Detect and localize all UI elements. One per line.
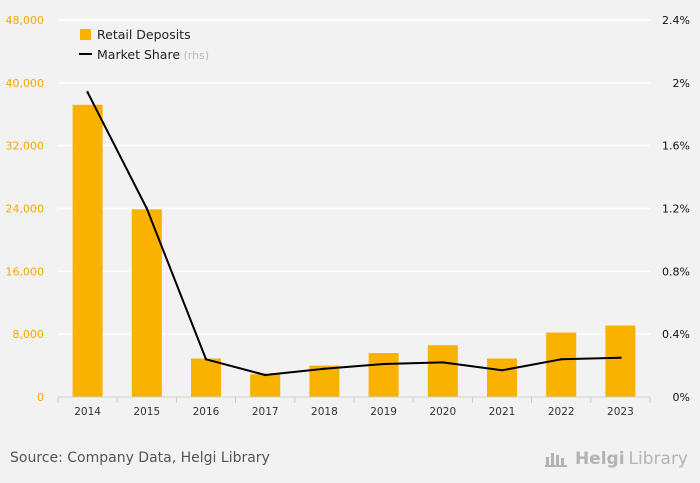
x-tick-label: 2019: [370, 406, 397, 418]
line-point-2017: [264, 373, 267, 377]
line-point-2014: [86, 91, 89, 94]
x-tick-label: 2018: [311, 406, 338, 418]
bar-2021: [487, 358, 517, 397]
helgi-library-icon: [544, 453, 567, 467]
x-axis: 2014 2015 2016 2017 2018 2019 2020 2021 2022 2023: [57, 396, 651, 418]
legend-swatch-retail-deposits: [80, 29, 91, 40]
y-left-tick-label: 0: [37, 391, 44, 404]
y-right-tick-label: 0.4%: [662, 328, 690, 341]
bar-2015: [131, 209, 162, 397]
line-point-2018: [323, 367, 326, 370]
x-tick-label: 2022: [548, 406, 575, 418]
line-point-2019: [382, 362, 385, 366]
bar-2017: [250, 374, 281, 397]
y-left-tick-label: 48,000: [6, 14, 45, 27]
bar-2023: [605, 325, 636, 397]
brand-logo: Helgi Library: [544, 449, 688, 469]
x-tick-label: 2015: [133, 406, 160, 418]
market-share-line: [86, 91, 622, 377]
y-right-tick-label: 2.4%: [662, 14, 690, 27]
x-tick-label: 2021: [489, 406, 516, 418]
bar-2016: [191, 358, 221, 397]
y-right-tick-label: 0.8%: [662, 265, 690, 278]
x-tick-label: 2014: [74, 406, 101, 418]
source-note: Source: Company Data, Helgi Library: [10, 450, 270, 466]
x-tick-label: 2016: [193, 406, 220, 418]
x-tick-label: 2020: [429, 406, 456, 418]
brand-main: Helgi: [574, 449, 625, 469]
bar-2014: [72, 104, 103, 397]
x-tick-label: 2017: [252, 406, 279, 418]
line-point-2023: [619, 356, 622, 359]
y-left-tick-label: 32,000: [6, 140, 45, 153]
bars: [72, 104, 636, 397]
y-left-tick-label: 40,000: [6, 77, 45, 90]
y-axis-left: 0 8,000 16,000 24,000 32,000 40,000 48,000: [6, 14, 45, 404]
y-right-tick-label: 0%: [673, 391, 690, 404]
line-point-2021: [500, 369, 504, 372]
y-axis-right: 0% 0.4% 0.8% 1.2% 1.6% 2% 2.4%: [662, 14, 690, 404]
y-left-tick-label: 24,000: [6, 203, 45, 216]
market-share-polyline: [86, 91, 621, 376]
x-tick-label: 2023: [607, 406, 634, 418]
y-right-tick-label: 1.6%: [662, 140, 690, 153]
line-point-2022: [560, 358, 563, 361]
bar-2020: [427, 345, 458, 397]
y-left-tick-label: 16,000: [6, 265, 45, 278]
bar-2022: [546, 332, 577, 397]
legend: Retail Deposits Market Share (rhs): [79, 27, 209, 62]
bar-2019: [368, 353, 399, 397]
legend-label-retail-deposits: Retail Deposits: [97, 27, 191, 42]
y-right-tick-label: 1.2%: [662, 203, 690, 216]
brand-sub: Library: [628, 449, 688, 469]
y-right-tick-label: 2%: [673, 77, 690, 90]
y-left-tick-label: 8,000: [13, 328, 45, 341]
line-point-2015: [145, 207, 148, 210]
bar-2018: [309, 365, 340, 397]
legend-label-market-share: Market Share (rhs): [97, 47, 209, 62]
line-point-2016: [204, 358, 208, 361]
line-point-2020: [441, 361, 444, 364]
